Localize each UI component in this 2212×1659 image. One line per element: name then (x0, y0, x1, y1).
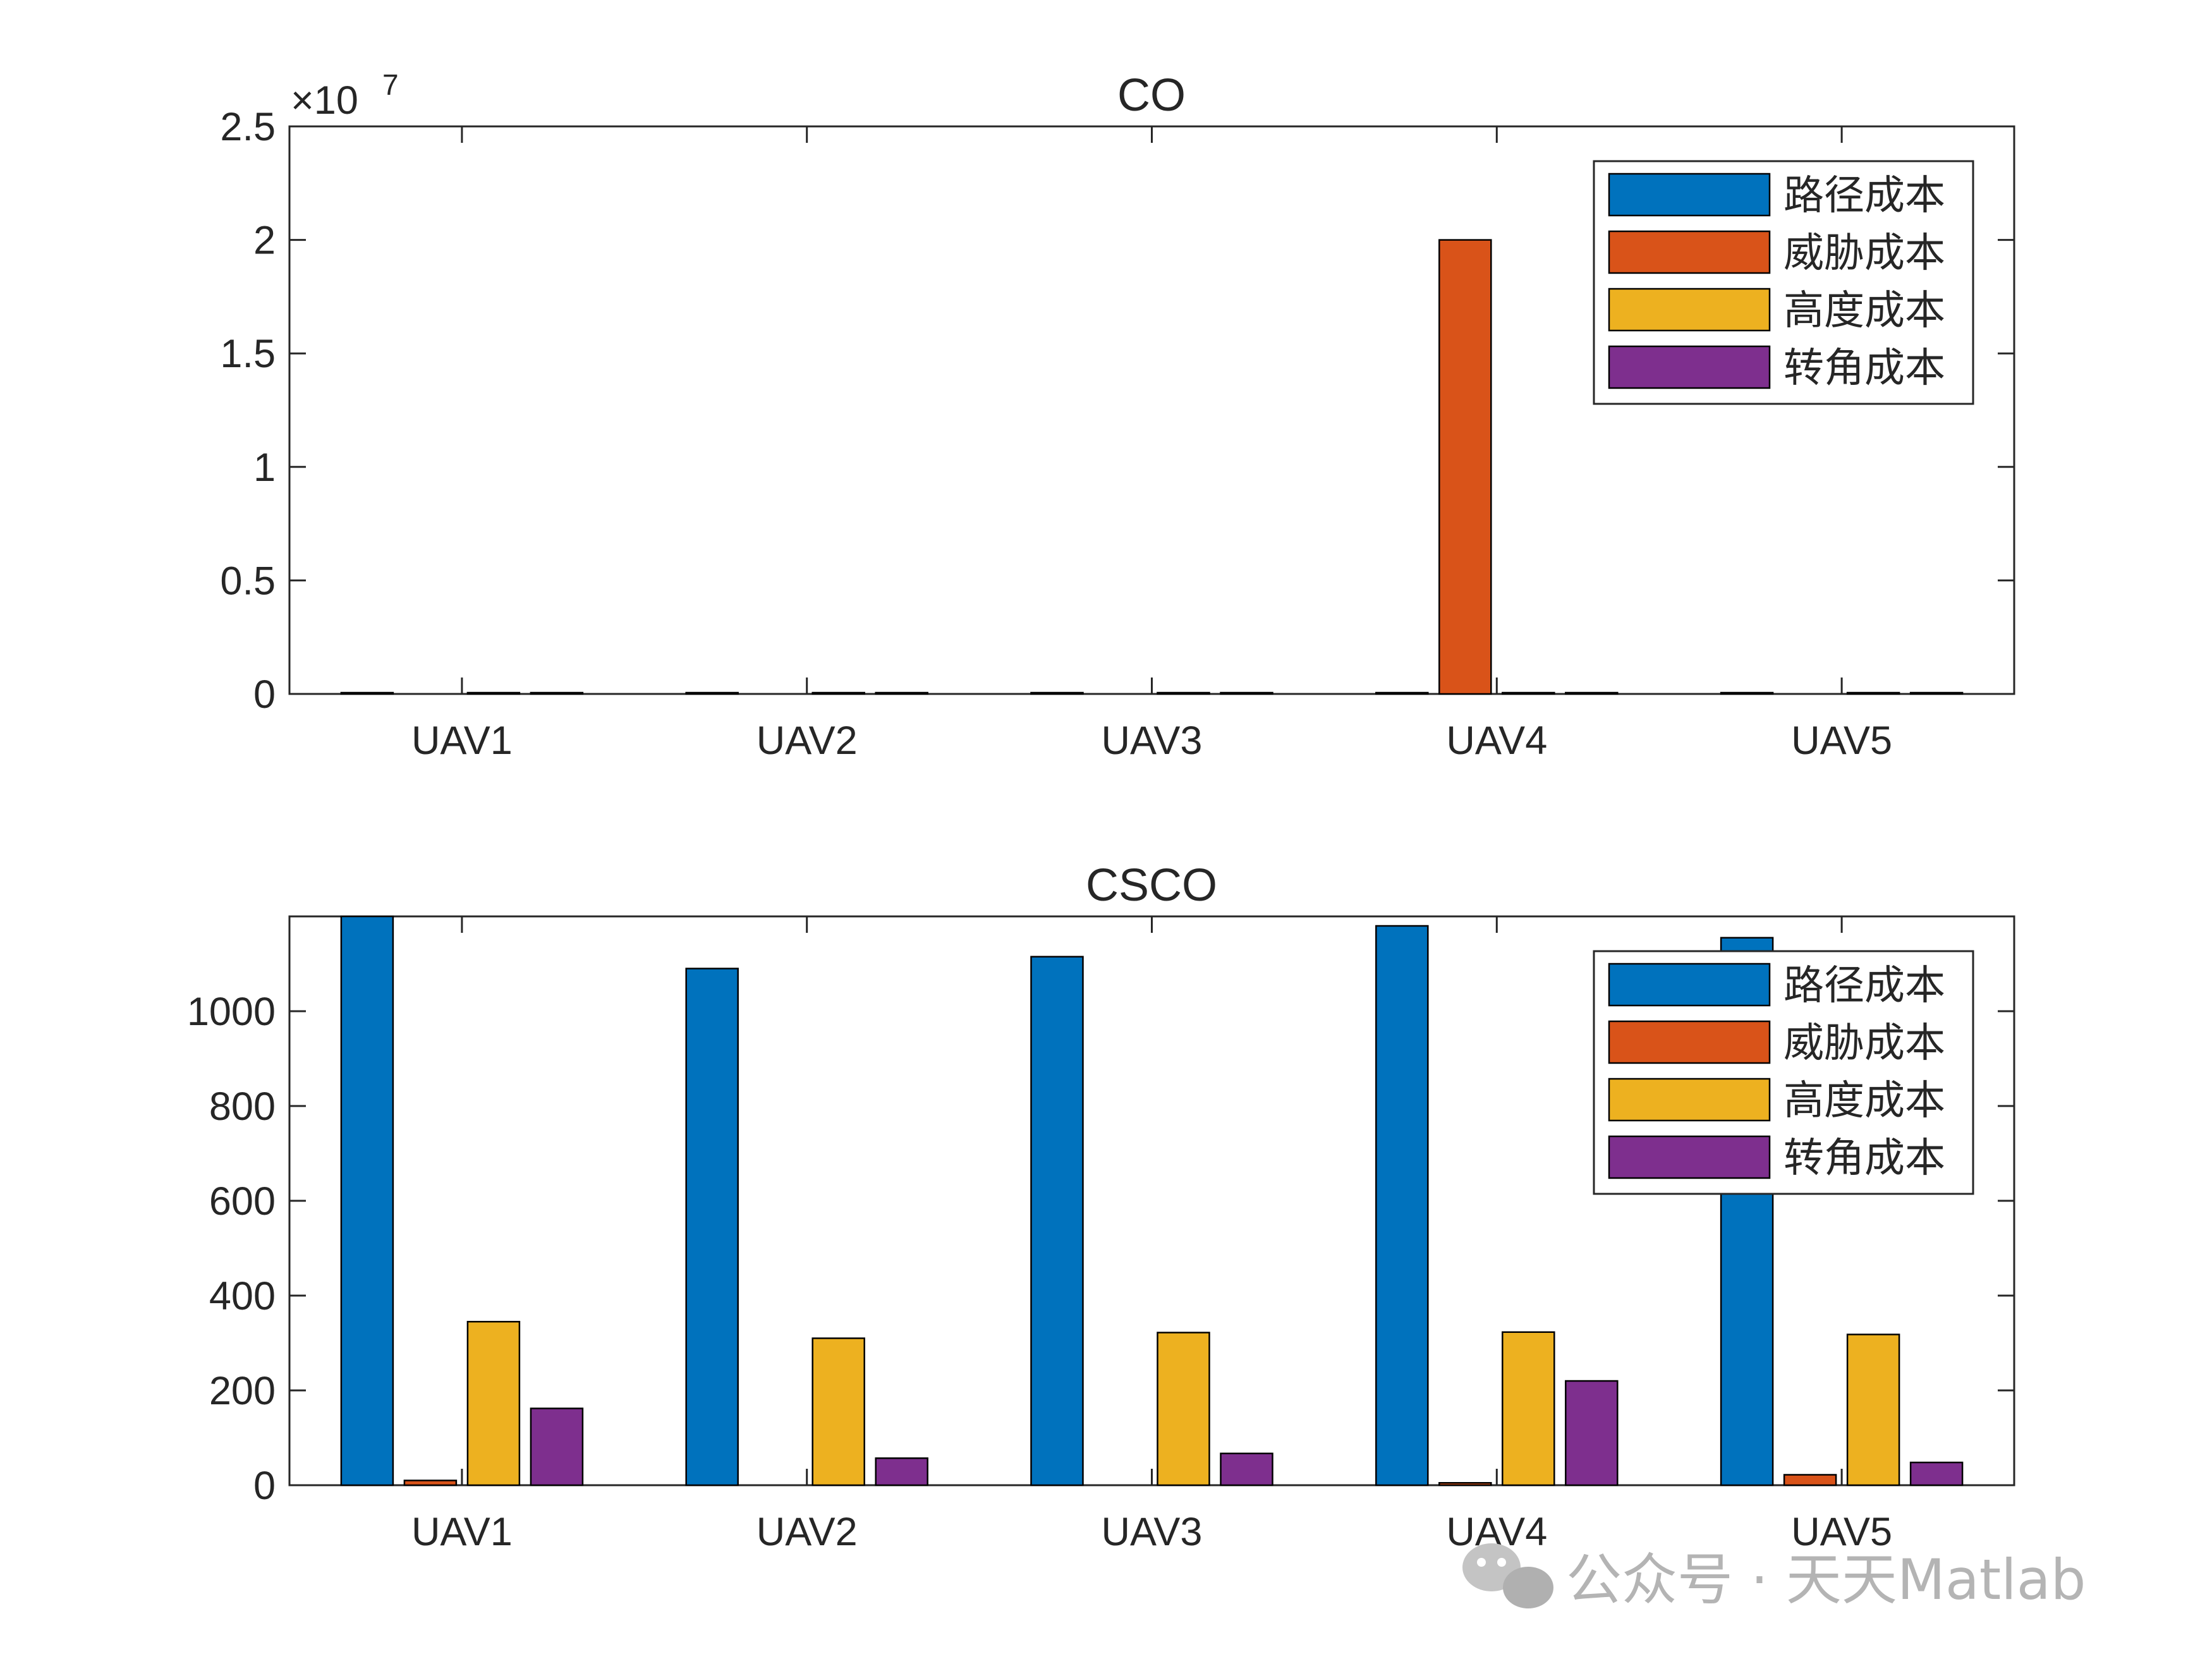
csco-xtick-label: UAV2 (757, 1510, 858, 1554)
co-bar (1157, 691, 1210, 695)
co-bar (685, 691, 739, 695)
csco-ytick-label: 1000 (187, 990, 276, 1034)
csco-legend-label: 高度成本 (1784, 1078, 1945, 1124)
co-title: CO (1117, 70, 1186, 121)
co-xtick-label: UAV3 (1102, 719, 1203, 763)
csco-bar (340, 915, 394, 1486)
co-legend-swatch (1608, 173, 1771, 217)
csco-xtick-label: UAV3 (1102, 1510, 1203, 1554)
csco-bar (811, 1337, 865, 1486)
co-legend-swatch (1608, 230, 1771, 274)
csco-ytick-label: 0 (253, 1464, 276, 1508)
co-ytick-label: 0.5 (220, 559, 276, 603)
watermark: 公众号 · 天天Matlab (1462, 1543, 2086, 1612)
co-legend-label: 高度成本 (1784, 288, 1945, 334)
svg-text:7: 7 (382, 68, 399, 101)
co-ytick-label: 2 (253, 219, 276, 263)
co-exponent-label: ×10 7 (291, 68, 399, 123)
csco-legend-label: 路径成本 (1784, 963, 1945, 1009)
co-bar (530, 691, 584, 695)
co-bar (1720, 691, 1774, 695)
co-ytick-label: 2.5 (220, 105, 276, 149)
co-legend-swatch (1608, 345, 1771, 389)
co-legend-swatch (1608, 288, 1771, 332)
co-legend-label: 转角成本 (1784, 345, 1945, 392)
csco-xtick-label: UAV5 (1791, 1510, 1892, 1554)
co-bar (1220, 691, 1273, 695)
co-bar (875, 691, 928, 695)
csco-legend-label: 威胁成本 (1784, 1020, 1945, 1067)
csco-ytick-label: 800 (209, 1085, 276, 1129)
watermark-text: 公众号 · 天天Matlab (1566, 1547, 2086, 1612)
csco-bar (530, 1407, 584, 1486)
csco-title: CSCO (1086, 860, 1217, 911)
csco-bar (1438, 1482, 1492, 1486)
co-ytick-label: 1.5 (220, 332, 276, 376)
csco-legend-swatch (1608, 1078, 1771, 1122)
csco-legend-swatch (1608, 1135, 1771, 1179)
co-legend-label: 路径成本 (1784, 173, 1945, 219)
csco-bar (1565, 1380, 1619, 1486)
csco-ytick-label: 600 (209, 1179, 276, 1224)
co-legend-label: 威胁成本 (1784, 230, 1945, 277)
csco-xtick-label: UAV1 (411, 1510, 513, 1554)
csco-legend-label: 转角成本 (1784, 1135, 1945, 1182)
co-bar (1438, 239, 1492, 695)
co-bar (1846, 691, 1900, 695)
wechat-icon (1462, 1543, 1553, 1608)
svg-text:×10: ×10 (291, 78, 358, 123)
co-ytick-label: 1 (253, 446, 276, 490)
csco-legend-swatch (1608, 963, 1771, 1007)
csco-bar (403, 1480, 458, 1486)
co-bar (466, 691, 521, 695)
csco-legend-swatch (1608, 1020, 1771, 1064)
co-xtick-label: UAV2 (757, 719, 858, 763)
csco-ytick-label: 400 (209, 1274, 276, 1318)
csco-bar (1783, 1474, 1837, 1486)
csco-bar (875, 1457, 928, 1486)
co-bar (340, 691, 394, 695)
co-bar (1909, 691, 1964, 695)
csco-ytick-label: 200 (209, 1369, 276, 1413)
co-bar (1502, 691, 1555, 695)
co-xtick-label: UAV5 (1791, 719, 1892, 763)
co-xtick-label: UAV1 (411, 719, 513, 763)
csco-bar (1030, 956, 1084, 1486)
csco-bar (1909, 1461, 1964, 1486)
csco-bar (685, 968, 739, 1486)
co-ytick-label: 0 (253, 672, 276, 717)
co-bar (1375, 691, 1429, 695)
csco-bar (1502, 1331, 1555, 1486)
co-subplot: CO ×10 7 0 0.5 1 1.5 2 2.5 UAV1 UAV2 UAV3 UAV4 UAV… (220, 68, 2015, 763)
csco-bar (1375, 925, 1429, 1486)
csco-bar (466, 1321, 521, 1486)
co-bar (1565, 691, 1619, 695)
co-bar (1030, 691, 1084, 695)
csco-bar (1846, 1334, 1900, 1486)
co-xtick-label: UAV4 (1446, 719, 1547, 763)
csco-bar (1157, 1332, 1210, 1486)
csco-bar (1220, 1452, 1273, 1486)
co-bar (811, 691, 865, 695)
